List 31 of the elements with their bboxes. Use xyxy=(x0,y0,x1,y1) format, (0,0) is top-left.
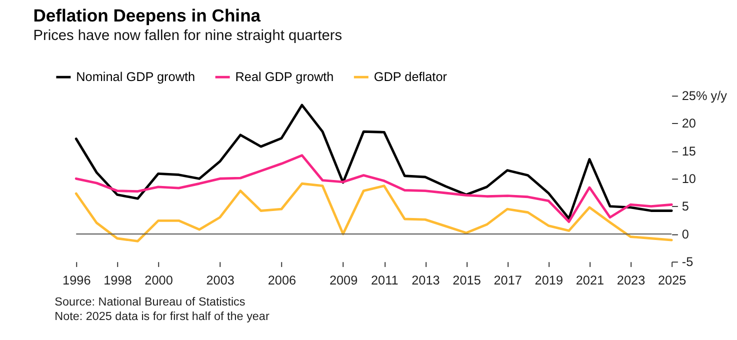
x-tick-label: 2006 xyxy=(268,274,296,288)
x-tick-label: 2017 xyxy=(494,274,522,288)
y-tick-label: 0 xyxy=(682,227,689,242)
x-tick-label: 2023 xyxy=(616,274,646,288)
x-tick-label: 1996 xyxy=(62,274,91,288)
x-tick-label: 2011 xyxy=(370,274,398,288)
line-series xyxy=(74,154,673,224)
text: Note: 2025 data is for first half of the year xyxy=(54,310,270,324)
y-tick-label: 25% y/y xyxy=(682,89,728,104)
x-tick-label: 2025 xyxy=(658,274,686,288)
x-tick-label: 2013 xyxy=(412,274,440,288)
x-tick-label: 2015 xyxy=(452,274,481,288)
y-tick-label: 5 xyxy=(682,200,689,214)
x-tick-label: 2009 xyxy=(329,274,358,288)
chart-title: Deflation Deepens in China xyxy=(33,5,261,26)
line-series xyxy=(74,182,673,242)
y-tick-label: 15 xyxy=(682,144,696,158)
legend-label: GDP deflator xyxy=(374,70,448,84)
legend-label: Nominal GDP growth xyxy=(76,70,196,84)
source-note: Source: National Bureau of Statistics xyxy=(54,296,246,309)
x-tick-label: 1998 xyxy=(104,274,132,288)
y-tick-label: 20 xyxy=(682,116,696,131)
line-series xyxy=(74,104,673,220)
x-tick-label: 2003 xyxy=(206,274,234,288)
legend-label: Real GDP growth xyxy=(235,70,334,84)
chart-subtitle: Prices have now fallen for nine straight quarters xyxy=(33,28,342,44)
x-tick-label: 2019 xyxy=(534,274,564,288)
y-tick-label: -5 xyxy=(682,255,694,270)
x-tick-label: 2000 xyxy=(144,274,173,288)
x-tick-label: 2021 xyxy=(576,274,604,288)
y-tick-label: 10 xyxy=(682,172,696,186)
